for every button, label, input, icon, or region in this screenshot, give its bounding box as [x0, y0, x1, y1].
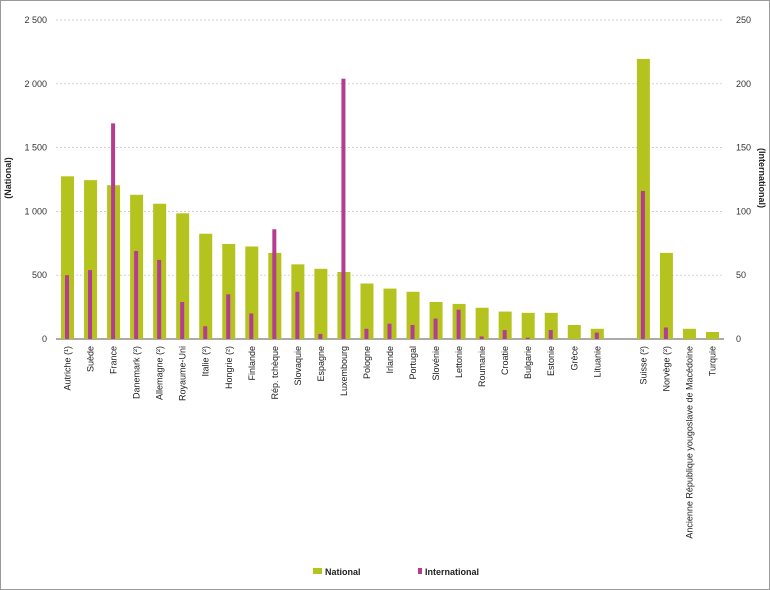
bar-national — [84, 180, 98, 339]
bar-national — [705, 331, 719, 339]
bar-national — [61, 176, 75, 339]
left-tick-label: 500 — [32, 270, 47, 280]
category-label: Estonie — [546, 346, 556, 376]
right-tick-label: 50 — [736, 270, 746, 280]
category-labels: Autriche (¹) Suède France Danemark (²) Allem… — [63, 346, 718, 539]
left-axis-title: (National) — [3, 157, 13, 199]
category-label: Autriche (¹) — [63, 346, 73, 391]
left-axis-ticks: 0 500 1 000 1 500 2 000 2 500 — [24, 15, 47, 344]
bar-international — [456, 309, 461, 339]
category-label: Royaume-Uni — [178, 346, 188, 401]
bar-international — [548, 330, 553, 339]
bar-international — [479, 336, 484, 339]
bar-international — [111, 123, 116, 339]
category-label: Espagne — [316, 346, 326, 382]
bar-international — [318, 333, 323, 339]
bar-national — [567, 324, 581, 339]
bar-national — [314, 268, 328, 339]
bar-national — [475, 307, 489, 339]
legend-label-national: National — [325, 567, 361, 577]
bar-national — [682, 328, 696, 339]
category-label: Lituanie — [592, 346, 602, 378]
left-tick-label: 2 500 — [24, 15, 47, 25]
category-label: Allemagne (²) — [155, 346, 165, 400]
bars — [61, 58, 719, 340]
category-label: Pologne — [362, 346, 372, 379]
bar-international — [180, 301, 185, 339]
right-tick-label: 0 — [736, 334, 741, 344]
category-label: Suisse (²) — [638, 346, 648, 385]
right-tick-label: 100 — [736, 206, 751, 216]
bar-national — [544, 312, 558, 339]
left-tick-label: 1 000 — [24, 206, 47, 216]
legend: National International — [313, 567, 479, 577]
category-label: Italie (²) — [201, 346, 211, 377]
bar-international — [594, 332, 599, 339]
category-label: Irlande — [385, 346, 395, 374]
bar-international — [663, 327, 668, 339]
bar-international — [364, 328, 369, 339]
right-tick-label: 200 — [736, 79, 751, 89]
bar-national — [498, 311, 512, 339]
bar-international — [226, 294, 231, 339]
category-label: Croatie — [500, 346, 510, 375]
category-label: Luxembourg — [339, 346, 349, 396]
bar-national — [360, 283, 374, 339]
bar-national — [521, 312, 535, 339]
bar-national — [245, 246, 259, 339]
right-axis-title: (International) — [757, 148, 767, 208]
bar-international — [157, 259, 162, 339]
category-label: France — [109, 346, 119, 374]
category-label: Ancienne République yougoslave de Macédo… — [684, 346, 694, 539]
category-label: Danemark (²) — [132, 346, 142, 399]
category-label: Finlande — [247, 346, 257, 381]
bar-national — [222, 243, 236, 339]
category-label: Lettonie — [454, 346, 464, 378]
bar-national — [199, 233, 213, 339]
bar-international — [341, 78, 346, 340]
right-axis-ticks: 0 50 100 150 200 250 — [736, 15, 751, 344]
category-label: Roumanie — [477, 346, 487, 387]
category-label: Grèce — [569, 346, 579, 371]
bar-international — [502, 330, 507, 339]
right-tick-label: 250 — [736, 15, 751, 25]
category-label: Hongrie (²) — [224, 346, 234, 389]
category-label: Turquie — [707, 346, 717, 376]
category-label: Slovaquie — [293, 346, 303, 386]
bar-international — [88, 270, 93, 339]
bar-international — [410, 324, 415, 339]
category-label: Portugal — [408, 346, 418, 380]
bar-international — [433, 318, 438, 339]
category-label: Bulgarie — [523, 346, 533, 379]
legend-label-international: International — [425, 567, 479, 577]
category-label: Rép. tchèque — [270, 346, 280, 400]
legend-swatch-national — [313, 568, 322, 574]
left-tick-label: 1 500 — [24, 143, 47, 153]
bar-international — [203, 326, 208, 339]
category-label: Norvège (²) — [661, 346, 671, 392]
bar-international — [272, 229, 277, 339]
bar-national — [383, 288, 397, 339]
bar-national — [406, 291, 420, 339]
bar-international — [65, 275, 70, 339]
bar-international — [640, 190, 645, 339]
bar-national — [659, 252, 673, 339]
bar-international — [249, 313, 254, 339]
bar-national — [176, 213, 190, 339]
bar-international — [525, 337, 530, 339]
bar-international — [387, 323, 392, 339]
right-tick-label: 150 — [736, 143, 751, 153]
bar-international — [134, 250, 139, 339]
legend-swatch-international — [418, 568, 422, 574]
category-label: Slovénie — [431, 346, 441, 381]
category-label: Suède — [86, 346, 96, 372]
left-tick-label: 0 — [42, 334, 47, 344]
bar-international — [295, 291, 300, 339]
left-tick-label: 2 000 — [24, 79, 47, 89]
